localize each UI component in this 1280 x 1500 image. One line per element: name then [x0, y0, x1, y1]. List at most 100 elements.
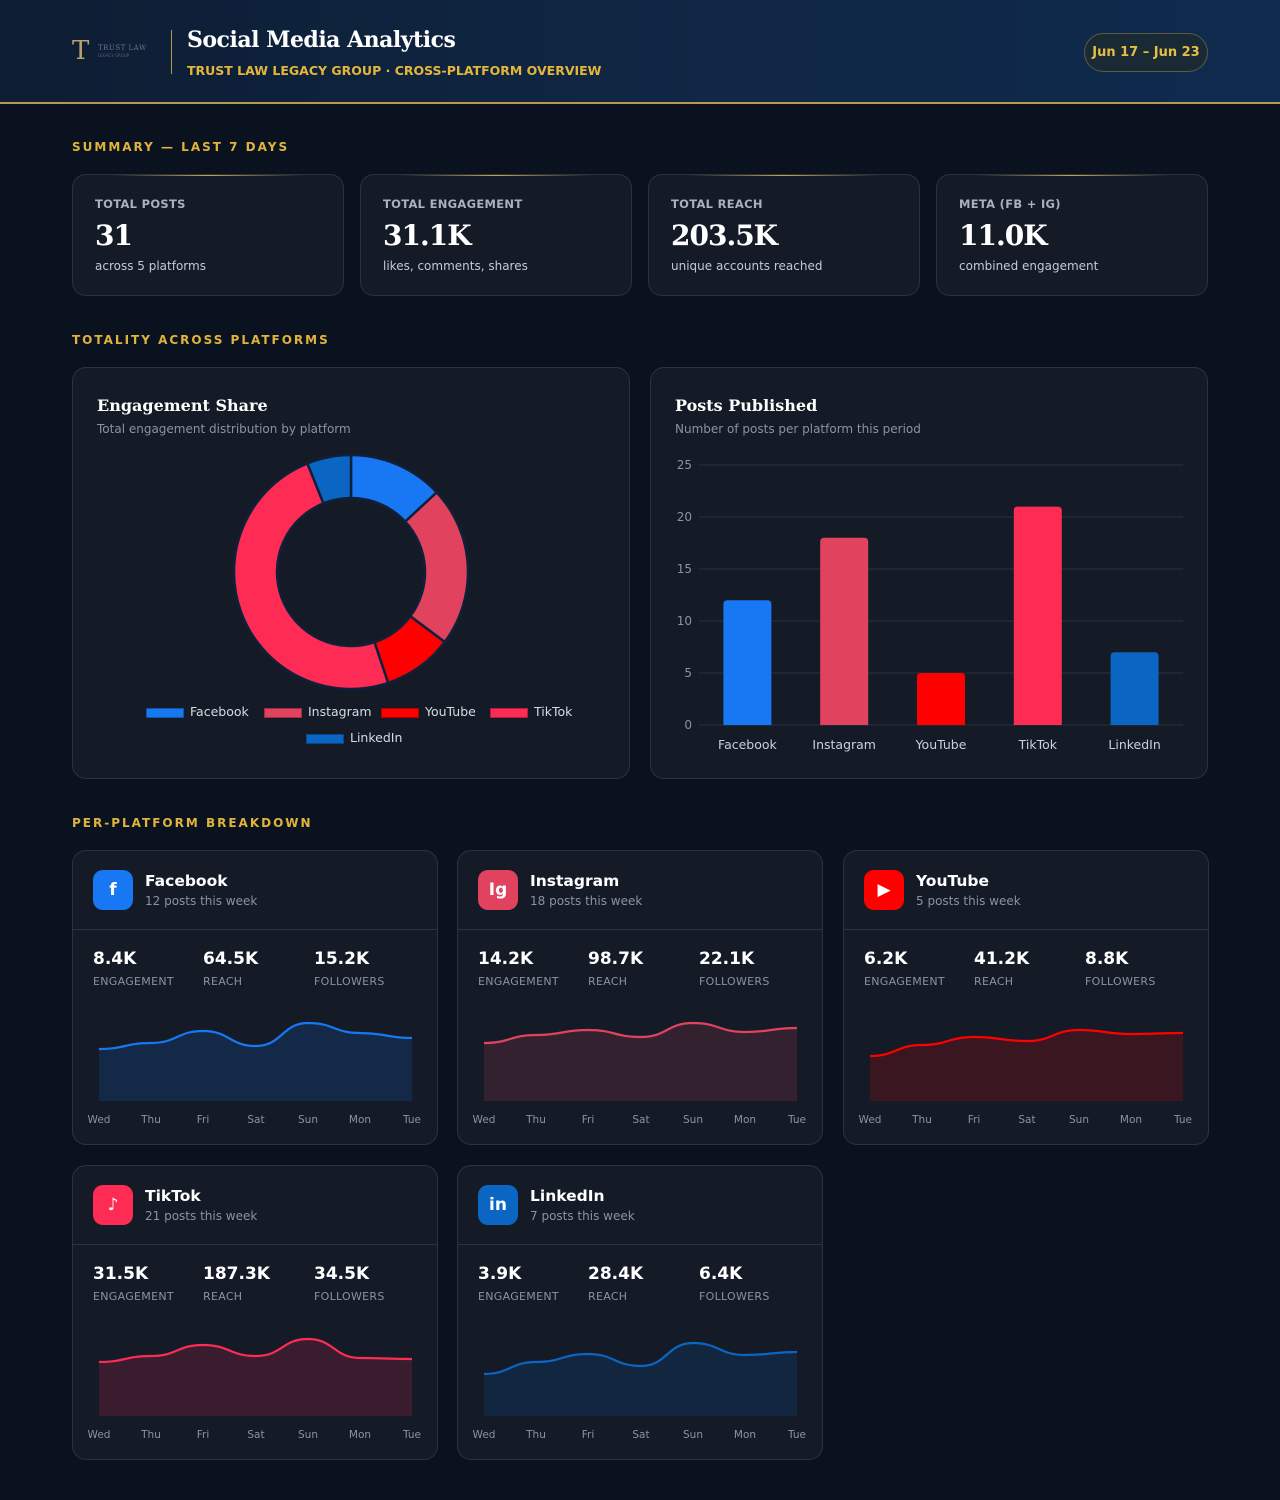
metric-label: REACH: [974, 975, 1014, 988]
kpi-label: TOTAL ENGAGEMENT: [383, 197, 523, 211]
metric-value: 187.3K: [203, 1264, 270, 1284]
bar-instagram[interactable]: [820, 537, 869, 725]
platform-card-instagram: Ig Instagram 18 posts this week 14.2K ENGAGE…: [457, 850, 823, 1145]
legend-swatch: [264, 707, 302, 718]
legend-swatch: [306, 733, 344, 744]
sparkline-line: [98, 1021, 413, 1051]
metric-value: 28.4K: [588, 1264, 644, 1284]
platform-name: YouTube: [916, 872, 989, 890]
metric-label: REACH: [588, 975, 628, 988]
chart-subtitle: Total engagement distribution by platfor…: [97, 422, 351, 436]
legend-item-instagram[interactable]: Instagram: [264, 705, 372, 719]
metric-value: 6.4K: [699, 1264, 743, 1284]
section-label-totality: TOTALITY ACROSS PLATFORMS: [72, 333, 330, 347]
sparkline-area: [99, 1023, 412, 1101]
tiktok-note-icon: ♪: [93, 1185, 133, 1225]
engagement-share-card: Engagement Share Total engagement distri…: [72, 367, 630, 779]
legend-label: TikTok: [534, 704, 573, 719]
kpi-sub: across 5 platforms: [95, 259, 206, 273]
sparkline-day-label: Fri: [582, 1429, 595, 1441]
y-tick-label: 0: [684, 718, 692, 732]
logo-text: TRUST LAW: [98, 44, 147, 52]
metric-value: 8.4K: [93, 949, 137, 969]
platform-name: TikTok: [145, 1187, 201, 1205]
metric-label: ENGAGEMENT: [93, 975, 174, 988]
sparkline-day-label: Wed: [473, 1429, 496, 1441]
sparkline-day-label: Thu: [140, 1114, 161, 1126]
kpi-sub: unique accounts reached: [671, 259, 823, 273]
x-tick-label: YouTube: [915, 737, 967, 752]
legend-label: Instagram: [308, 704, 372, 719]
kpi-sub: likes, comments, shares: [383, 259, 528, 273]
sparkline-day-label: Sat: [247, 1114, 264, 1126]
y-tick-label: 15: [677, 562, 692, 576]
platform-card-header: Ig Instagram 18 posts this week: [458, 851, 822, 930]
sparkline-day-label: Fri: [968, 1114, 981, 1126]
kpi-card-meta: META (FB + IG) 11.0K combined engagement: [936, 174, 1208, 296]
sparkline-day-label: Thu: [911, 1114, 932, 1126]
legend-item-linkedin[interactable]: LinkedIn: [306, 731, 402, 745]
sparkline-day-label: Tue: [787, 1429, 806, 1441]
kpi-card-total-posts: TOTAL POSTS 31 across 5 platforms: [72, 174, 344, 296]
metric-label: ENGAGEMENT: [93, 1290, 174, 1303]
platform-card-header: f Facebook 12 posts this week: [73, 851, 437, 930]
donut-chart: [232, 453, 470, 691]
sparkline-day-label: Wed: [859, 1114, 882, 1126]
platform-card-linkedin: in LinkedIn 7 posts this week 3.9K ENGAGEMEN…: [457, 1165, 823, 1460]
donut-slice-tiktok[interactable]: [232, 461, 390, 691]
sparkline-day-label: Sun: [683, 1429, 703, 1441]
sparkline-day-label: Wed: [88, 1429, 111, 1441]
metric-value: 8.8K: [1085, 949, 1129, 969]
y-tick-label: 25: [677, 458, 692, 472]
logo-subtext: LEGACY GROUP: [98, 53, 130, 58]
sparkline-day-label: Thu: [525, 1114, 546, 1126]
platform-name: Instagram: [530, 872, 620, 890]
metric-label: ENGAGEMENT: [864, 975, 945, 988]
metric-value: 15.2K: [314, 949, 370, 969]
x-tick-label: Instagram: [812, 737, 876, 752]
bar-youtube[interactable]: [917, 673, 965, 725]
platform-card-header: in LinkedIn 7 posts this week: [458, 1166, 822, 1245]
logo-monogram: T: [72, 36, 90, 66]
bar-linkedin[interactable]: [1110, 652, 1159, 725]
platform-posts-count: 12 posts this week: [145, 894, 258, 908]
sparkline-area: [870, 1030, 1183, 1101]
metric-value: 64.5K: [203, 949, 259, 969]
platform-card-facebook: f Facebook 12 posts this week 8.4K ENGAGEMEN…: [72, 850, 438, 1145]
sparkline-day-label: Wed: [473, 1114, 496, 1126]
platform-name: Facebook: [145, 872, 228, 890]
metric-value: 31.5K: [93, 1264, 149, 1284]
legend-item-facebook[interactable]: Facebook: [146, 705, 249, 719]
sparkline-day-label: Sun: [683, 1114, 703, 1126]
bar-facebook[interactable]: [723, 600, 772, 725]
sparkline-day-label: Sun: [298, 1429, 318, 1441]
platform-posts-count: 18 posts this week: [530, 894, 643, 908]
y-tick-label: 5: [684, 666, 692, 680]
section-label-summary: SUMMARY — LAST 7 DAYS: [72, 140, 290, 154]
legend-item-tiktok[interactable]: TikTok: [490, 705, 572, 719]
youtube-play-icon: ▶: [864, 870, 904, 910]
legend-label: Facebook: [190, 704, 249, 719]
kpi-value: 203.5K: [671, 219, 778, 252]
metric-label: FOLLOWERS: [699, 1290, 770, 1303]
legend-label: LinkedIn: [350, 730, 403, 745]
sparkline-day-label: Sun: [298, 1114, 318, 1126]
bar-chart: 0 5 10 15 20 25 Facebook Instagram YouTube TikTok…: [677, 458, 1183, 752]
x-tick-label: TikTok: [1018, 737, 1058, 752]
bar-tiktok[interactable]: [1013, 506, 1062, 725]
donut-slice-linkedin[interactable]: [305, 453, 353, 505]
legend-item-youtube[interactable]: YouTube: [381, 705, 476, 719]
platform-name: LinkedIn: [530, 1187, 605, 1205]
sparkline-day-label: Tue: [787, 1114, 806, 1126]
x-tick-label: Facebook: [718, 737, 777, 752]
date-range-button[interactable]: Jun 17 – Jun 23: [1084, 33, 1208, 72]
instagram-icon: Ig: [478, 870, 518, 910]
kpi-card-total-engagement: TOTAL ENGAGEMENT 31.1K likes, comments, …: [360, 174, 632, 296]
sparkline-day-label: Sat: [632, 1429, 649, 1441]
sparkline-day-label: Mon: [349, 1114, 371, 1126]
sparkline-line: [98, 1337, 413, 1364]
metric-label: REACH: [588, 1290, 628, 1303]
sparkline-day-label: Tue: [402, 1429, 421, 1441]
sparkline-day-label: Fri: [582, 1114, 595, 1126]
header-divider: [171, 30, 172, 74]
